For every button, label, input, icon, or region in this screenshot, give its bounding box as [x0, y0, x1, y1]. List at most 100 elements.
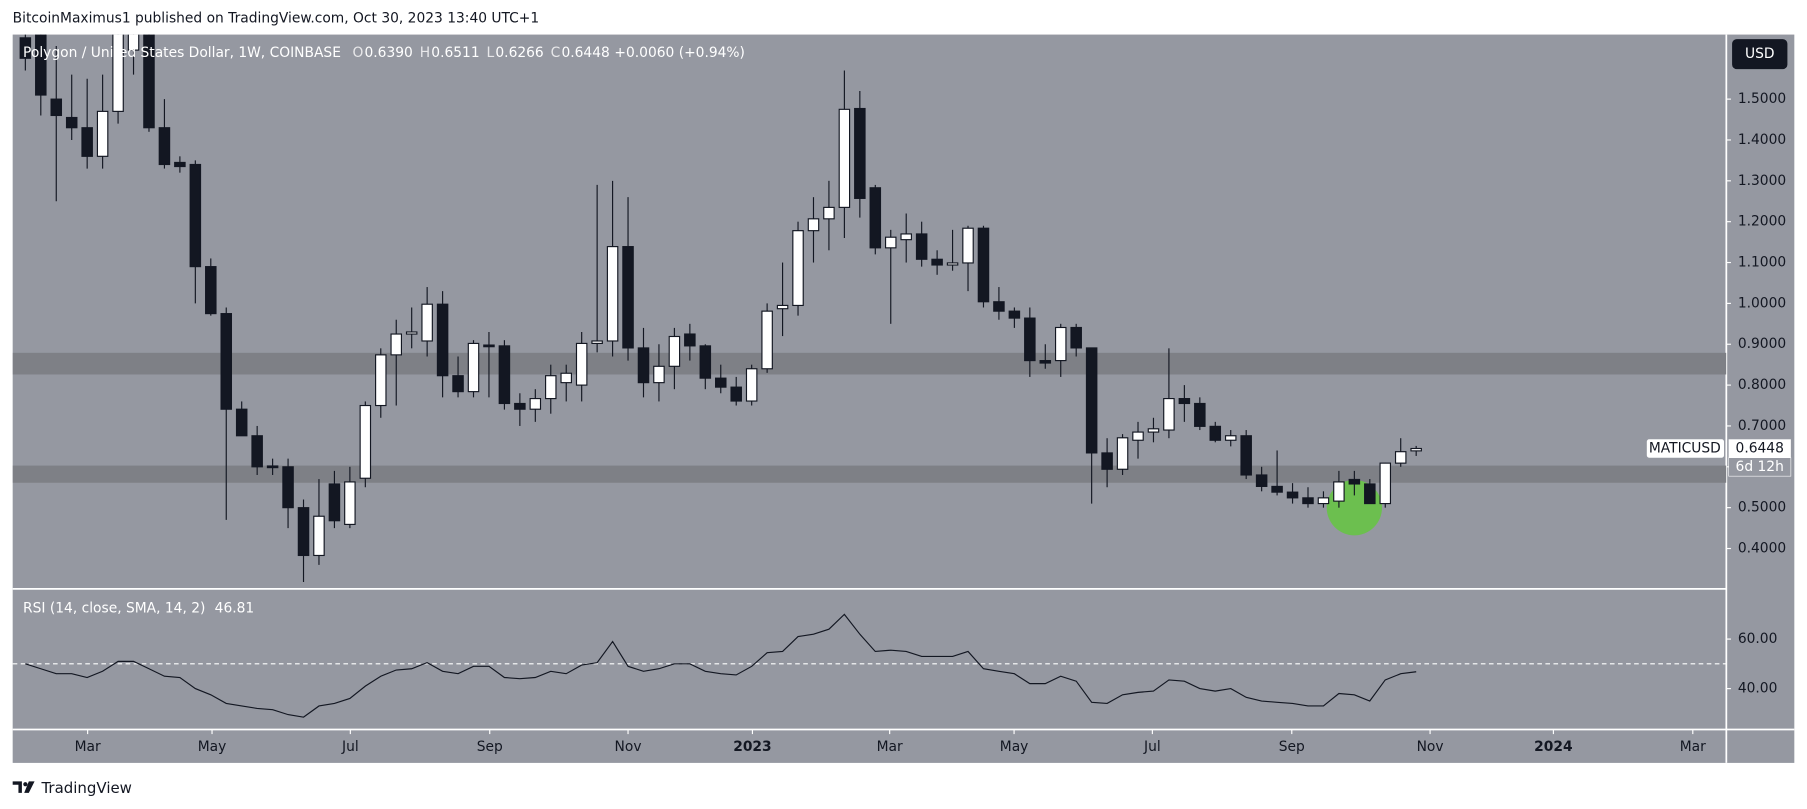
candle-body: [575, 342, 588, 386]
candle-body: [1348, 478, 1361, 485]
rsi-y-tick-label: 60.00: [1738, 631, 1778, 647]
y-tick-label: 1.5000: [1738, 91, 1786, 107]
candle-body: [35, 34, 47, 96]
price-tag: [1728, 439, 1791, 458]
x-tick-label: Nov: [615, 739, 642, 755]
candle-body: [158, 127, 171, 166]
candle-body: [977, 227, 990, 303]
ohlc-key: L: [487, 45, 495, 61]
candle-body: [823, 206, 835, 220]
candle-body: [282, 466, 294, 509]
candle-body: [606, 246, 619, 342]
candle-body: [637, 347, 650, 384]
candle-body: [869, 187, 882, 249]
tradingview-logo: [12, 781, 35, 793]
x-tick-label: Mar: [1680, 739, 1706, 755]
candle-body: [483, 344, 495, 348]
x-tick-label: May: [198, 739, 227, 755]
rsi-line: [25, 613, 1417, 718]
candle-body: [1101, 452, 1113, 470]
y-tick-label: 0.9000: [1738, 336, 1786, 352]
currency-label[interactable]: USD: [1745, 46, 1775, 62]
candle-body: [529, 398, 542, 410]
candle-body: [313, 515, 325, 557]
change: +0.0060 (+0.94%): [614, 45, 745, 61]
x-tick-label: Sep: [477, 739, 503, 755]
x-tick-label: Sep: [1279, 739, 1305, 755]
x-tick-label: Nov: [1417, 739, 1444, 755]
candle-body: [143, 34, 155, 129]
y-tick-label: 1.2000: [1738, 214, 1786, 230]
candle-body: [436, 303, 449, 377]
y-tick-label: 0.8000: [1738, 377, 1786, 393]
candle-body: [1070, 326, 1082, 349]
ohlc-key: O: [352, 45, 363, 61]
candle-body: [761, 310, 773, 370]
candle-body: [1333, 481, 1345, 502]
symbol-tag-label: MATICUSD: [1649, 441, 1721, 457]
candle-body: [1039, 360, 1052, 364]
countdown-tag: [1728, 457, 1792, 477]
candle-body: [421, 303, 433, 342]
symbol-title: Polygon / United States Dollar, 1W, COIN…: [23, 45, 341, 61]
ohlc-value: 0.6390: [364, 45, 412, 61]
y-tick-label: 0.5000: [1738, 500, 1786, 516]
candle-body: [19, 37, 32, 59]
candle-body: [220, 313, 233, 410]
countdown-label: 6d 12h: [1736, 459, 1784, 475]
attribution: BitcoinMaximus1 published on TradingView…: [13, 10, 539, 26]
candle-body: [65, 116, 78, 129]
candle-body: [297, 507, 310, 557]
candle-body: [1379, 462, 1392, 505]
candle-body: [1271, 485, 1283, 493]
rsi-y-tick-label: 40.00: [1738, 681, 1778, 697]
candle-body: [405, 331, 418, 335]
y-tick-label: 1.0000: [1738, 295, 1786, 311]
candle-body: [730, 386, 742, 402]
candle-body: [1178, 398, 1191, 405]
candle-body: [684, 333, 696, 347]
candle-body: [514, 402, 526, 410]
candle-body: [1240, 435, 1252, 476]
logo-mark: [24, 781, 35, 793]
candle-body: [931, 258, 943, 266]
candle-body: [591, 340, 603, 345]
y-tick-label: 0.4000: [1738, 541, 1786, 557]
candle-body: [668, 335, 681, 367]
candle-body: [344, 481, 356, 525]
candle-body: [205, 266, 217, 315]
candle-body: [1132, 431, 1144, 441]
x-tick-label: Mar: [877, 739, 903, 755]
zone: [12, 352, 1727, 375]
x-tick-label: 2024: [1534, 739, 1572, 755]
candle-body: [50, 98, 63, 117]
y-tick-label: 1.4000: [1738, 132, 1786, 148]
candle-body: [1224, 435, 1237, 441]
main-pane: [12, 34, 1727, 583]
candle-body: [900, 233, 912, 241]
candle-body: [560, 372, 572, 384]
currency-button[interactable]: [1732, 39, 1788, 70]
candle-body: [1194, 402, 1206, 427]
candle-body: [1209, 425, 1222, 441]
y-tick-label: 1.1000: [1738, 255, 1786, 271]
ohlc-key: C: [551, 45, 561, 61]
candle-body: [915, 233, 928, 260]
footer-brand: TradingView: [40, 779, 131, 797]
x-tick-label: May: [1000, 739, 1029, 755]
candle-body: [1394, 451, 1407, 464]
candle-body: [854, 107, 866, 199]
candle-body: [81, 127, 93, 157]
candle-body: [838, 108, 851, 208]
x-tick-label: Jul: [341, 739, 359, 755]
candle-body: [776, 304, 789, 310]
rsi-last: 46.81: [215, 600, 255, 616]
logo-dot: [23, 782, 28, 787]
candle-body: [1364, 483, 1376, 505]
candle-body: [1317, 497, 1330, 505]
zone: [12, 465, 1727, 483]
candle-body: [699, 345, 712, 379]
candle-body: [1008, 310, 1021, 319]
candle-body: [1116, 437, 1129, 470]
